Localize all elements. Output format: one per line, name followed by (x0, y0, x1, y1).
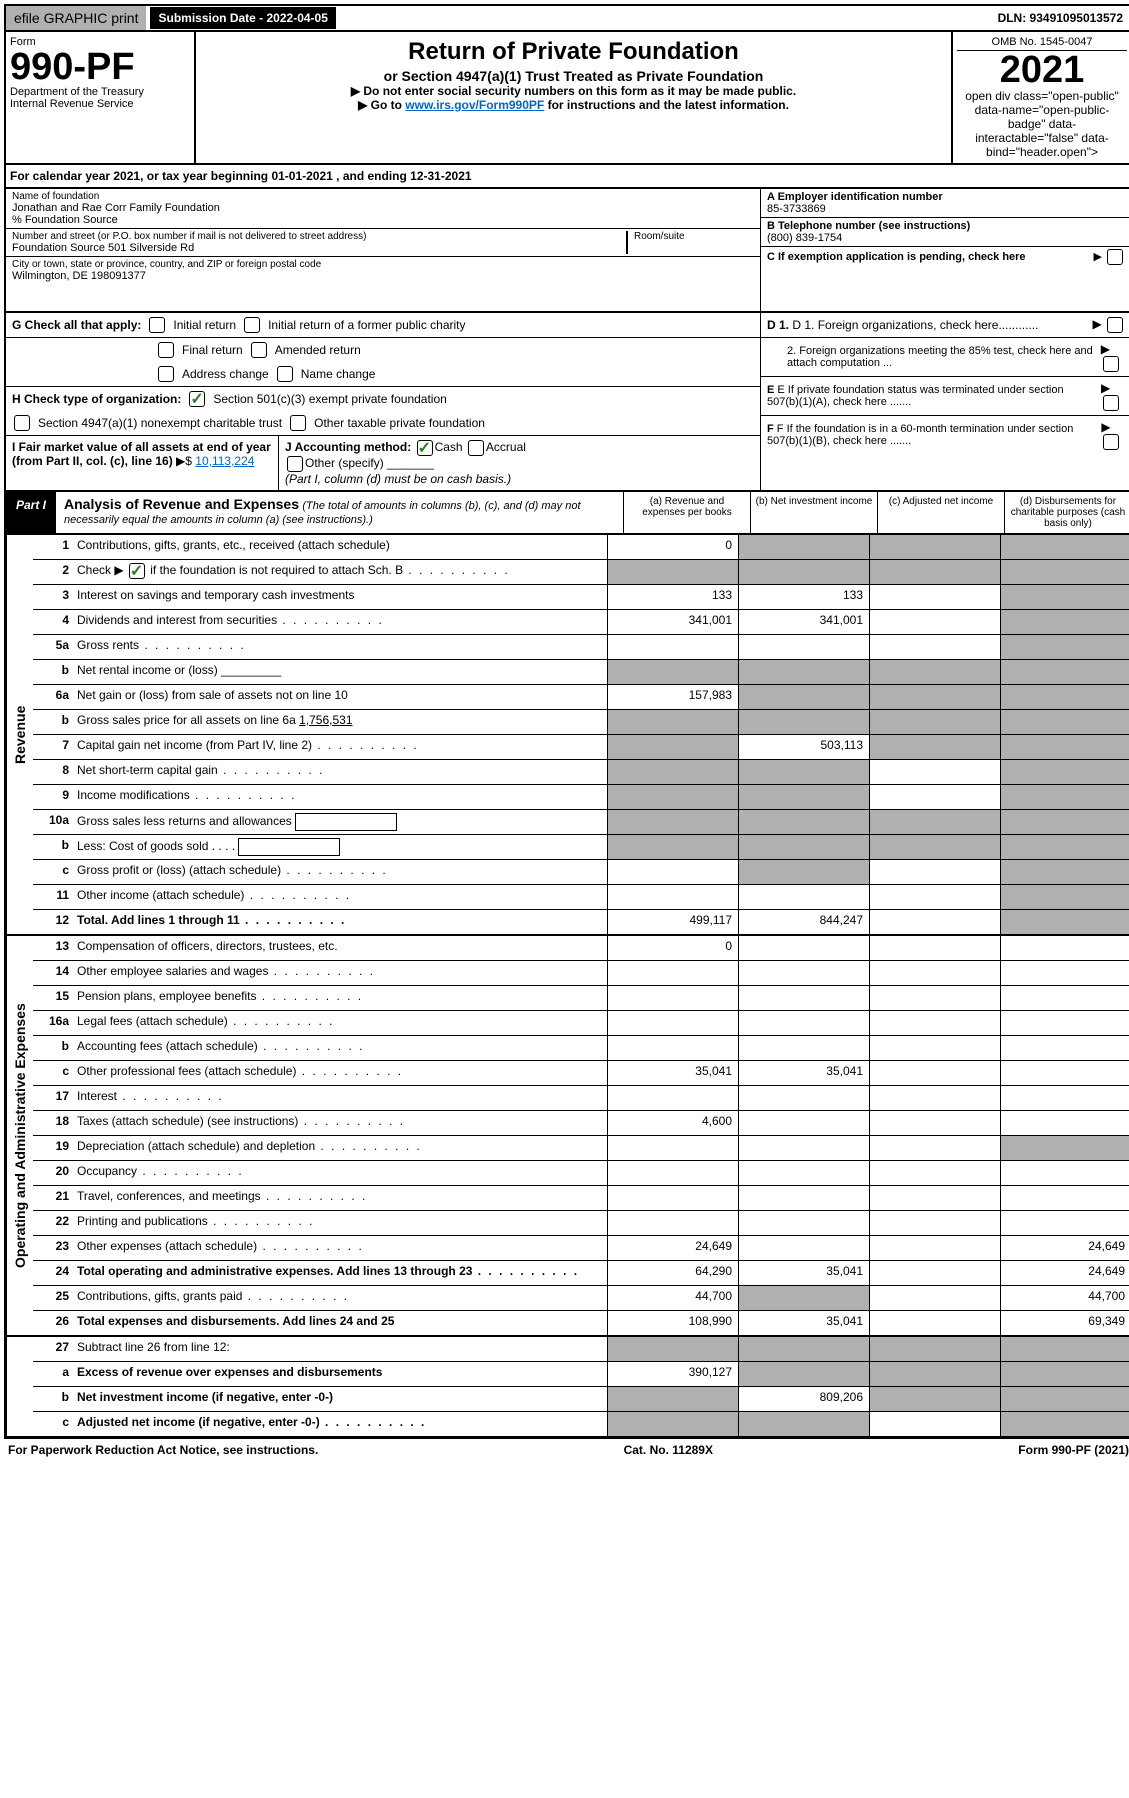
address: Foundation Source 501 Silverside Rd (12, 242, 626, 254)
checkbox-c[interactable] (1107, 249, 1123, 265)
revenue-table: Revenue 1Contributions, gifts, grants, e… (4, 535, 1129, 936)
f-label: F If the foundation is in a 60-month ter… (767, 423, 1073, 447)
h-label: H Check type of organization: (12, 392, 181, 406)
expenses-side-label: Operating and Administrative Expenses (6, 936, 33, 1335)
footer-right: Form 990-PF (2021) (1018, 1443, 1129, 1457)
tax-year: 2021 (957, 51, 1127, 89)
dln-number: DLN: 93491095013572 (990, 7, 1129, 29)
note-ssn: ▶ Do not enter social security numbers o… (200, 84, 947, 98)
part1-title: Analysis of Revenue and Expenses (64, 496, 299, 512)
ein-label: A Employer identification number (767, 191, 1125, 203)
d2-label: 2. Foreign organizations meeting the 85%… (767, 345, 1095, 369)
room-label: Room/suite (634, 231, 754, 242)
irs-link[interactable]: www.irs.gov/Form990PF (405, 98, 544, 112)
checkbox-f[interactable] (1103, 434, 1119, 450)
footer-mid: Cat. No. 11289X (624, 1443, 713, 1457)
checkbox-4947[interactable] (14, 415, 30, 431)
e-label: E If private foundation status was termi… (767, 384, 1064, 408)
fmv-value[interactable]: 10,113,224 (195, 454, 254, 468)
col-a-header: (a) Revenue and expenses per books (623, 492, 750, 533)
checkbox-501c3[interactable] (189, 391, 205, 407)
col-c-header: (c) Adjusted net income (877, 492, 1004, 533)
ein-value: 85-3733869 (767, 203, 1125, 215)
form-header: Form 990-PF Department of the Treasury I… (4, 32, 1129, 165)
form-title: Return of Private Foundation (200, 38, 947, 66)
checkbox-d1[interactable] (1107, 317, 1123, 333)
addr-label: Number and street (or P.O. box number if… (12, 231, 626, 242)
expenses-table: Operating and Administrative Expenses 13… (4, 936, 1129, 1337)
d1-label: D 1. Foreign organizations, check here..… (792, 318, 1038, 332)
summary-table: 27Subtract line 26 from line 12: aExcess… (4, 1337, 1129, 1438)
irs-label: Internal Revenue Service (10, 98, 190, 110)
form-subtitle: or Section 4947(a)(1) Trust Treated as P… (200, 68, 947, 84)
city-label: City or town, state or province, country… (12, 259, 754, 270)
form-number: 990-PF (10, 48, 190, 86)
check-section: G Check all that apply: Initial return I… (4, 313, 1129, 492)
phone-value: (800) 839-1754 (767, 232, 1125, 244)
submission-date: Submission Date - 2022-04-05 (150, 7, 335, 29)
checkbox-initial-return[interactable] (149, 317, 165, 333)
checkbox-accrual[interactable] (468, 440, 484, 456)
col-b-header: (b) Net investment income (750, 492, 877, 533)
g-label: G Check all that apply: (12, 318, 141, 332)
checkbox-name-change[interactable] (277, 366, 293, 382)
j-label: J Accounting method: (285, 440, 411, 454)
part1-label: Part I (6, 492, 56, 533)
checkbox-schb[interactable] (129, 563, 145, 579)
checkbox-initial-former[interactable] (244, 317, 260, 333)
entity-info: Name of foundation Jonathan and Rae Corr… (4, 189, 1129, 313)
name-label: Name of foundation (12, 191, 754, 202)
care-of: % Foundation Source (12, 214, 754, 226)
checkbox-address-change[interactable] (158, 366, 174, 382)
efile-print-button[interactable]: efile GRAPHIC print (6, 6, 146, 30)
checkbox-d2[interactable] (1103, 356, 1119, 372)
exemption-pending-label: C If exemption application is pending, c… (767, 251, 1026, 263)
checkbox-other-taxable[interactable] (290, 415, 306, 431)
city-state-zip: Wilmington, DE 198091377 (12, 270, 754, 282)
calendar-year-row: For calendar year 2021, or tax year begi… (4, 165, 1129, 189)
note-link: ▶ Go to www.irs.gov/Form990PF for instru… (200, 98, 947, 112)
checkbox-cash[interactable] (417, 440, 433, 456)
part1-header: Part I Analysis of Revenue and Expenses … (4, 492, 1129, 535)
page-footer: For Paperwork Reduction Act Notice, see … (4, 1438, 1129, 1461)
j-note: (Part I, column (d) must be on cash basi… (285, 472, 511, 486)
department: Department of the Treasury (10, 86, 190, 98)
checkbox-e[interactable] (1103, 395, 1119, 411)
checkbox-amended[interactable] (251, 342, 267, 358)
checkbox-other-method[interactable] (287, 456, 303, 472)
foundation-name: Jonathan and Rae Corr Family Foundation (12, 202, 754, 214)
col-d-header: (d) Disbursements for charitable purpose… (1004, 492, 1129, 533)
checkbox-final[interactable] (158, 342, 174, 358)
footer-left: For Paperwork Reduction Act Notice, see … (8, 1443, 318, 1457)
revenue-side-label: Revenue (6, 535, 33, 934)
top-bar: efile GRAPHIC print Submission Date - 20… (4, 4, 1129, 32)
phone-label: B Telephone number (see instructions) (767, 220, 1125, 232)
